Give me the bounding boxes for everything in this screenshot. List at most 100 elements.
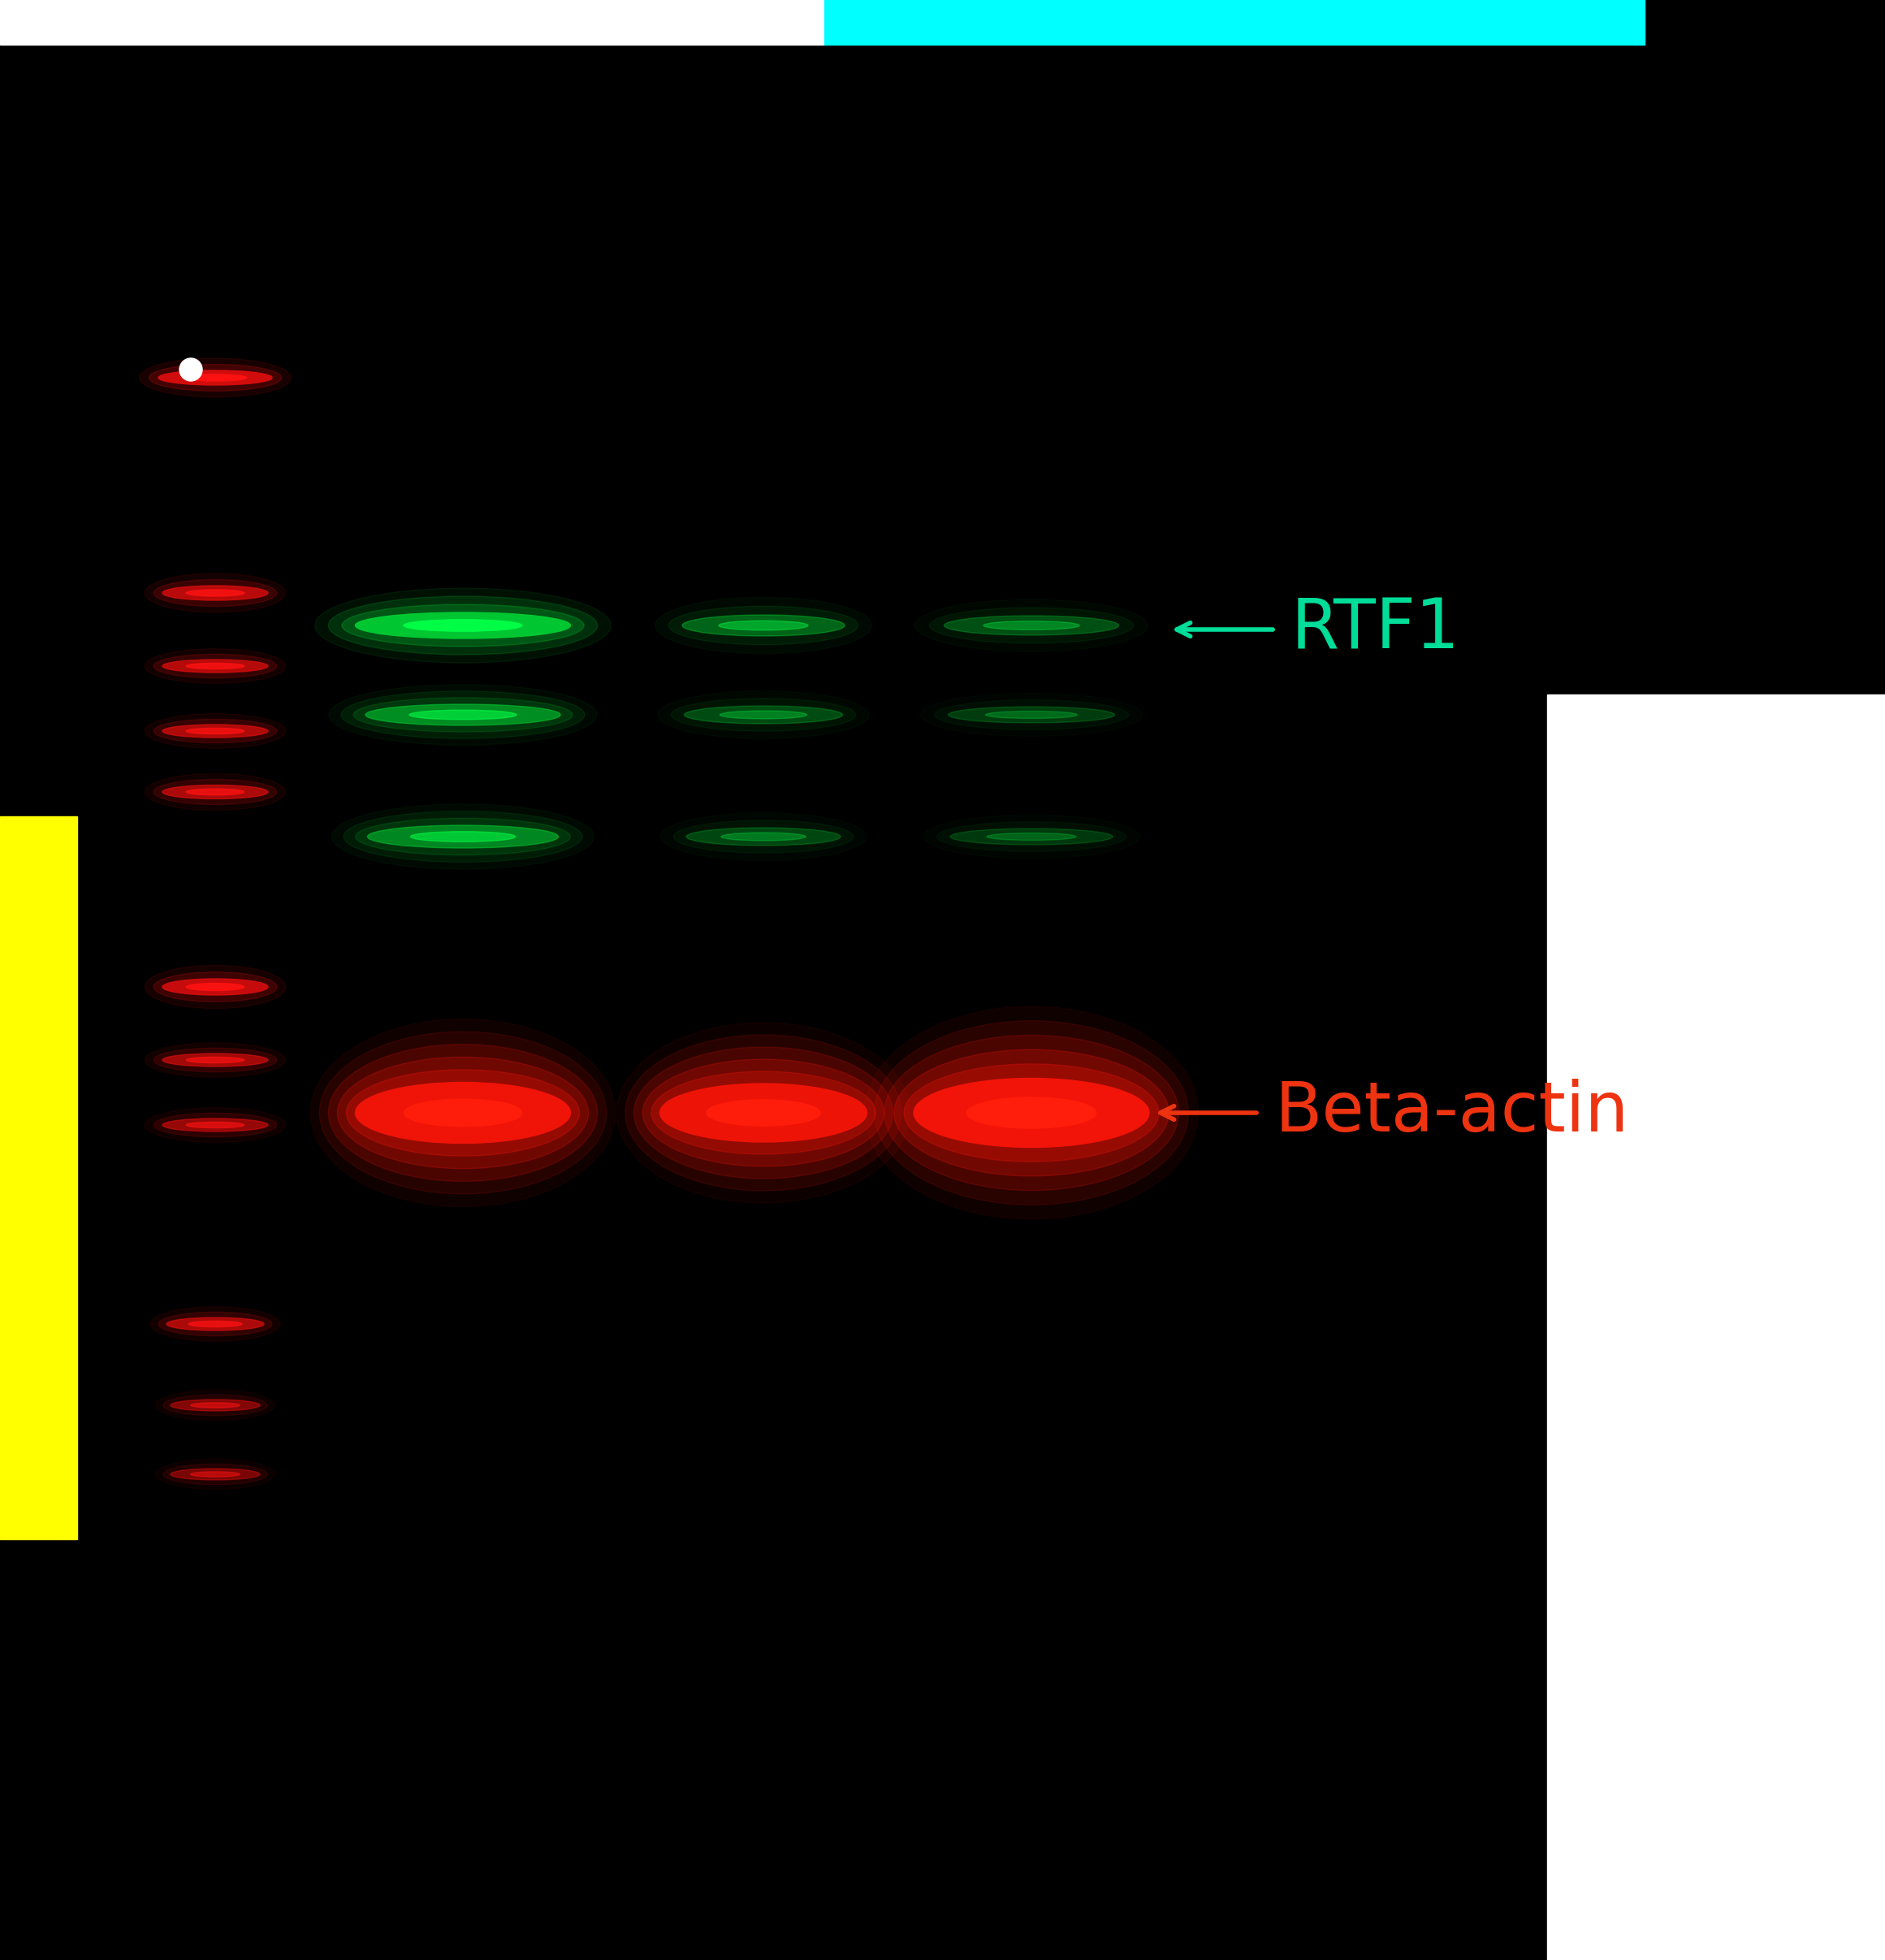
Ellipse shape (366, 704, 560, 725)
Ellipse shape (718, 621, 809, 631)
Ellipse shape (145, 649, 287, 684)
Bar (0, 0, 824, 45)
Ellipse shape (986, 711, 1076, 719)
Ellipse shape (187, 662, 245, 668)
Ellipse shape (950, 829, 1112, 845)
Ellipse shape (155, 580, 277, 606)
Ellipse shape (187, 984, 245, 990)
Ellipse shape (984, 621, 1080, 629)
Ellipse shape (986, 833, 1076, 841)
Bar (824, 0, 1644, 45)
Ellipse shape (319, 1031, 607, 1194)
Ellipse shape (929, 608, 1133, 643)
Ellipse shape (149, 365, 281, 392)
Ellipse shape (145, 1107, 287, 1143)
Ellipse shape (155, 972, 277, 1002)
Ellipse shape (155, 1049, 277, 1072)
Ellipse shape (633, 1047, 893, 1178)
Ellipse shape (162, 786, 268, 800)
Ellipse shape (643, 1058, 884, 1166)
Ellipse shape (368, 825, 558, 849)
Ellipse shape (937, 821, 1125, 851)
Ellipse shape (686, 827, 841, 845)
Bar (1548, 694, 1885, 1960)
Ellipse shape (682, 615, 844, 635)
Ellipse shape (944, 615, 1118, 635)
Text: RTF1: RTF1 (1291, 596, 1461, 662)
Ellipse shape (660, 1084, 867, 1143)
Ellipse shape (893, 1049, 1169, 1176)
Circle shape (185, 365, 196, 374)
Ellipse shape (185, 374, 247, 380)
Ellipse shape (707, 1100, 820, 1125)
Ellipse shape (151, 1307, 281, 1341)
Ellipse shape (914, 1078, 1150, 1147)
Ellipse shape (341, 604, 584, 647)
Ellipse shape (170, 1468, 260, 1480)
Ellipse shape (411, 831, 515, 841)
Ellipse shape (162, 725, 268, 737)
Ellipse shape (156, 1390, 275, 1421)
Circle shape (179, 359, 202, 380)
Ellipse shape (164, 1464, 268, 1484)
Ellipse shape (156, 1458, 275, 1490)
Ellipse shape (948, 708, 1114, 723)
Ellipse shape (328, 684, 598, 745)
Ellipse shape (347, 1070, 579, 1156)
Ellipse shape (158, 370, 271, 384)
Ellipse shape (187, 727, 245, 733)
Ellipse shape (884, 1035, 1178, 1190)
Ellipse shape (162, 586, 268, 600)
Ellipse shape (164, 1396, 268, 1415)
Ellipse shape (155, 655, 277, 678)
Ellipse shape (328, 596, 598, 655)
Ellipse shape (669, 606, 858, 645)
Ellipse shape (341, 692, 584, 739)
Ellipse shape (187, 1121, 245, 1127)
Ellipse shape (170, 1399, 260, 1411)
Ellipse shape (187, 788, 245, 796)
Ellipse shape (155, 1113, 277, 1137)
Ellipse shape (967, 1098, 1097, 1129)
Ellipse shape (187, 1056, 245, 1062)
Ellipse shape (352, 698, 573, 731)
Ellipse shape (145, 1043, 287, 1078)
Ellipse shape (315, 588, 611, 662)
Ellipse shape (935, 700, 1129, 729)
Ellipse shape (673, 819, 854, 853)
Ellipse shape (337, 1056, 588, 1168)
Ellipse shape (403, 619, 522, 631)
Ellipse shape (626, 1035, 901, 1192)
Ellipse shape (162, 978, 268, 996)
Ellipse shape (684, 706, 843, 723)
Ellipse shape (875, 1021, 1188, 1205)
Ellipse shape (903, 1064, 1159, 1162)
Text: Beta-actin: Beta-actin (1274, 1080, 1629, 1147)
Ellipse shape (162, 1054, 268, 1066)
Ellipse shape (158, 1311, 271, 1337)
Ellipse shape (650, 1072, 877, 1154)
Ellipse shape (155, 780, 277, 806)
Ellipse shape (328, 1045, 598, 1182)
Ellipse shape (403, 1100, 522, 1127)
Ellipse shape (162, 1119, 268, 1131)
Ellipse shape (354, 612, 571, 639)
Ellipse shape (343, 811, 582, 862)
Ellipse shape (865, 1005, 1199, 1219)
Ellipse shape (720, 711, 807, 719)
Ellipse shape (354, 1082, 571, 1143)
Ellipse shape (356, 817, 571, 855)
Ellipse shape (145, 964, 287, 1009)
Ellipse shape (616, 1023, 910, 1203)
Ellipse shape (190, 1472, 239, 1476)
Bar (0, 815, 77, 1539)
Ellipse shape (155, 719, 277, 743)
Ellipse shape (166, 1317, 264, 1331)
Ellipse shape (139, 359, 290, 398)
Ellipse shape (189, 1321, 241, 1327)
Ellipse shape (190, 1403, 239, 1407)
Ellipse shape (145, 574, 287, 612)
Ellipse shape (409, 710, 516, 719)
Ellipse shape (311, 1019, 615, 1207)
Ellipse shape (671, 698, 856, 731)
